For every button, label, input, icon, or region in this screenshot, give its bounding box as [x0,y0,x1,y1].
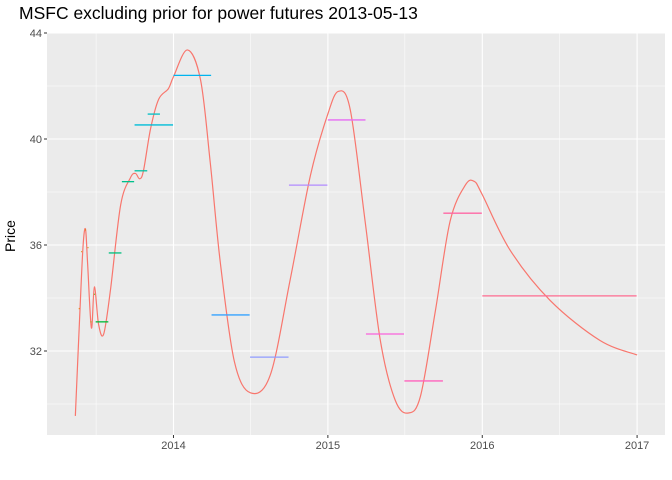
price-curve-line [74,49,638,416]
y-tick-label: 40 [30,134,42,146]
x-tick-label: 2016 [470,440,494,452]
plot-panel [47,33,665,435]
x-tick-label: 2014 [161,440,185,452]
y-tick-label: 44 [30,28,42,40]
x-tick-label: 2017 [625,440,649,452]
x-tick-label: 2015 [316,440,340,452]
chart-title: MSFC excluding prior for power futures 2… [19,3,418,23]
y-tick-label: 36 [30,240,42,252]
y-tick-label: 32 [30,346,42,358]
